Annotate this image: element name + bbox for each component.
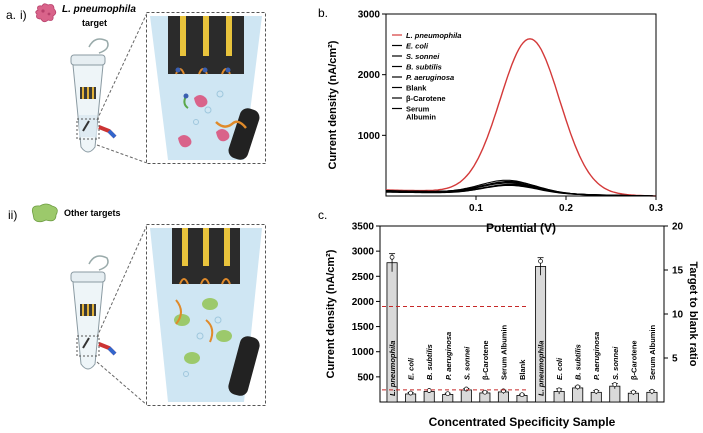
y-axis-label: Current density (nA/cm²) — [327, 40, 339, 169]
legend-label: Serum — [406, 105, 430, 114]
x-axis-label: Potential (V) — [486, 221, 556, 235]
category-label: Blank — [518, 359, 527, 380]
category-label: E. coli — [555, 357, 564, 380]
data-point — [575, 384, 581, 390]
voltammogram-chart: 0.1 0.2 0.3 1000 2000 3000 Potential (V) Curren… — [327, 10, 663, 236]
y-right-tick-label: 15 — [672, 266, 684, 277]
legend-label: B. subtilis — [406, 63, 442, 72]
y-tick-label: 500 — [357, 372, 374, 383]
y-right-tick-label: 10 — [672, 310, 684, 321]
panel-a-label: a. — [6, 8, 17, 22]
row-ii-label: ii) — [8, 208, 18, 222]
zoom-lines-i — [96, 12, 148, 164]
y-tick-label: 1000 — [352, 347, 375, 358]
category-label: L. pneumophila — [537, 341, 546, 396]
category-label: β-Carotene — [629, 340, 638, 380]
tube-illustration-ii — [70, 255, 117, 370]
specificity-bar-chart: 500 1000 1500 2000 2500 3000 3500 5 10 15 20 Curren… — [325, 222, 699, 430]
x-tick-label: 0.3 — [649, 203, 663, 214]
plot-frame — [385, 13, 657, 197]
y-right-axis-label: Target to blank ratio — [687, 262, 699, 367]
legend-label: L. pneumophila — [406, 31, 461, 40]
series-line — [386, 38, 657, 197]
electrode-inset-i — [146, 12, 266, 164]
pathogen-icon — [35, 3, 57, 23]
bar — [460, 389, 472, 403]
category-label: S. sonnei — [462, 346, 471, 380]
y-tick-label: 2500 — [352, 272, 375, 283]
panel-c-label: c. — [318, 208, 328, 222]
category-label: β-Carotene — [481, 340, 490, 380]
x-tick-label: 0.1 — [469, 203, 483, 214]
data-point — [593, 388, 599, 394]
row-i-label: i) — [20, 8, 27, 22]
category-label: Serum Albumin — [648, 324, 657, 380]
bar — [572, 387, 584, 403]
tube-illustration-i — [70, 38, 117, 153]
x-tick-label: 0.2 — [559, 203, 573, 214]
data-point — [612, 382, 618, 387]
target-name: L. pneumophila — [62, 4, 136, 15]
other-targets-label: Other targets — [64, 208, 121, 218]
y-right-tick-label: 5 — [672, 354, 678, 365]
panel-b-label: b. — [318, 6, 329, 20]
y-tick-label: 3000 — [358, 10, 381, 21]
data-point — [445, 391, 451, 397]
y-tick-label: 2000 — [352, 297, 375, 308]
legend-label: E. coli — [406, 42, 429, 51]
data-point — [556, 387, 562, 393]
legend-label-cont: Albumin — [406, 113, 436, 122]
legend-label: Blank — [406, 84, 427, 93]
series-line — [386, 184, 656, 197]
data-point — [408, 390, 413, 396]
panel-a: a. i) L. pneumophila target — [0, 0, 300, 433]
x-axis-label: Concentrated Specificity Sample — [429, 415, 616, 429]
category-label: B. subtilis — [425, 344, 434, 380]
bar — [423, 391, 435, 403]
y-tick-label: 3000 — [352, 247, 375, 258]
y-tick-label: 1500 — [352, 322, 375, 333]
category-label: E. coli — [407, 357, 416, 380]
legend-label: S. sonnei — [406, 52, 440, 61]
category-label: P. aeruginosa — [592, 332, 601, 380]
category-label: L. pneumophila — [388, 341, 397, 396]
legend-label: P. aeruginosa — [406, 73, 454, 82]
zoom-lines-ii — [96, 224, 148, 406]
category-label: P. aeruginosa — [444, 332, 453, 380]
electrode-inset-ii — [146, 224, 266, 406]
y-right-tick-label: 20 — [672, 222, 684, 233]
category-label: S. sonnei — [611, 346, 620, 380]
y-tick-label: 1000 — [358, 131, 381, 142]
data-point — [389, 254, 395, 260]
category-label: Serum Albumin — [499, 324, 508, 380]
data-point — [538, 258, 543, 264]
y-tick-label: 2000 — [358, 70, 381, 81]
y-axis-label: Current density (nA/cm²) — [325, 249, 337, 378]
other-targets-icon — [31, 203, 58, 223]
data-point — [519, 392, 525, 398]
target-suffix: target — [82, 18, 108, 28]
data-point — [482, 389, 488, 395]
data-point — [649, 388, 655, 394]
legend-label: β-Carotene — [406, 94, 446, 103]
data-point — [631, 389, 636, 395]
y-tick-label: 3500 — [352, 222, 375, 233]
data-point — [426, 388, 432, 393]
category-label: B. subtilis — [574, 344, 583, 380]
